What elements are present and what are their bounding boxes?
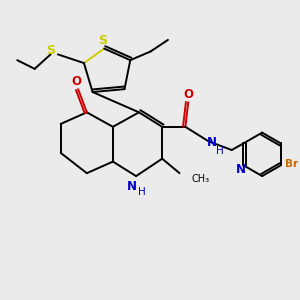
Text: O: O bbox=[183, 88, 193, 101]
Text: CH₃: CH₃ bbox=[191, 174, 209, 184]
Text: H: H bbox=[138, 187, 146, 197]
Text: Br: Br bbox=[285, 159, 298, 169]
Text: N: N bbox=[127, 180, 137, 193]
Text: O: O bbox=[72, 75, 82, 88]
Text: N: N bbox=[236, 163, 245, 176]
Text: S: S bbox=[46, 44, 55, 56]
Text: H: H bbox=[216, 146, 224, 156]
Text: N: N bbox=[206, 136, 216, 149]
Text: S: S bbox=[98, 34, 107, 47]
